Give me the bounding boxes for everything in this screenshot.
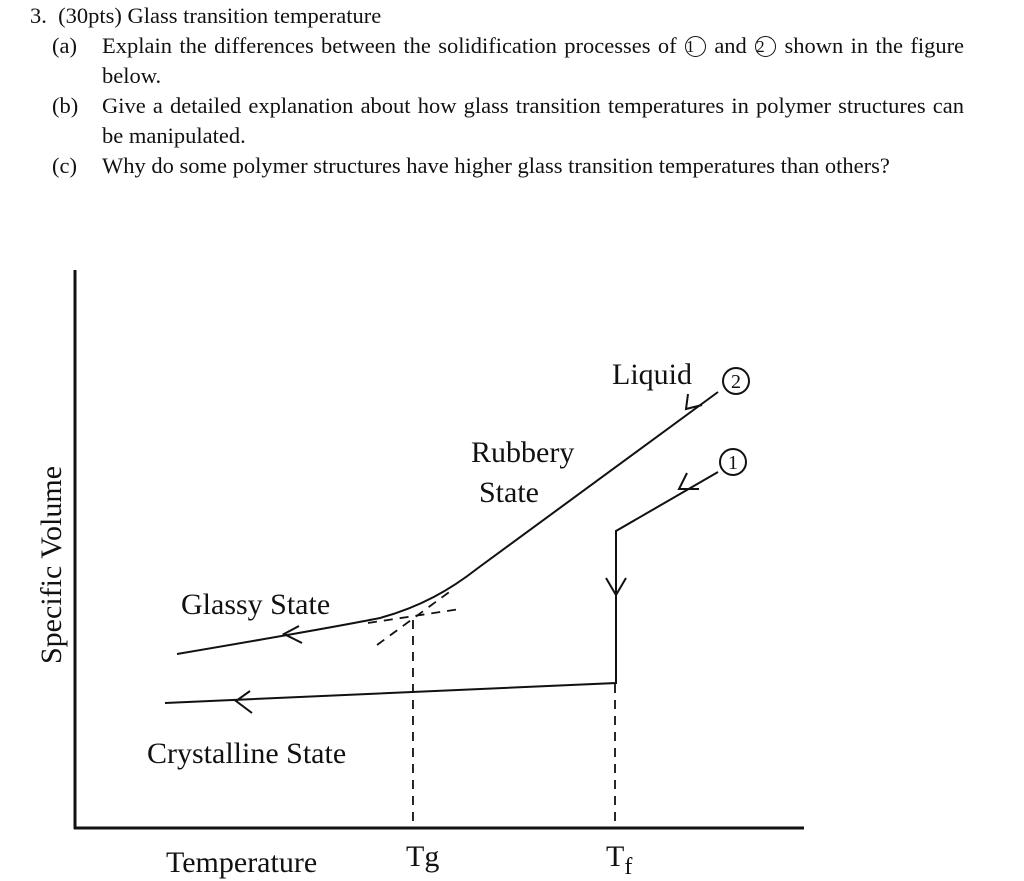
arrow-drop <box>605 577 627 597</box>
label-glassy: Glassy State <box>181 588 330 621</box>
part-a-label: (a) <box>52 33 77 58</box>
x-axis-label: Temperature <box>166 846 317 879</box>
part-c-label: (c) <box>52 153 77 178</box>
marker-2: 2 <box>722 367 750 395</box>
marker-1-inline: 1 <box>684 36 706 57</box>
arrow-curve-1 <box>677 472 699 490</box>
label-liquid: Liquid <box>612 358 692 391</box>
arrow-crystalline <box>234 690 253 714</box>
y-axis-label: Specific Volume <box>35 466 68 664</box>
arrow-glassy <box>281 625 303 644</box>
label-rubbery-state: State <box>479 476 539 509</box>
marker-1: 1 <box>719 448 747 476</box>
part-b-label: (b) <box>52 93 79 118</box>
tick-tf: Tf <box>606 840 632 880</box>
rubbery-extrapolation <box>376 589 453 646</box>
svg-text:2: 2 <box>731 371 741 393</box>
label-rubbery: Rubbery <box>471 436 574 469</box>
arrow-liquid <box>684 393 703 411</box>
label-crystalline: Crystalline State <box>147 737 346 770</box>
question-heading: 3. (30pts) Glass transition temperature <box>30 1 381 31</box>
part-a-text: Explain the differences between the soli… <box>102 33 965 88</box>
question-points: (30pts) <box>58 3 122 28</box>
svg-text:1: 1 <box>728 452 738 474</box>
curve-2-amorphous <box>176 391 719 655</box>
curve-1-crystalline <box>164 471 719 704</box>
glassy-extrapolation <box>367 608 461 624</box>
question-title: Glass transition temperature <box>127 3 382 28</box>
tick-tg: Tg <box>406 840 439 873</box>
part-c-text: Why do some polymer structures have high… <box>102 153 890 178</box>
marker-2-inline: 2 <box>755 36 777 57</box>
part-b-text: Give a detailed explanation about how gl… <box>102 93 964 148</box>
question-number: 3. <box>30 3 47 28</box>
